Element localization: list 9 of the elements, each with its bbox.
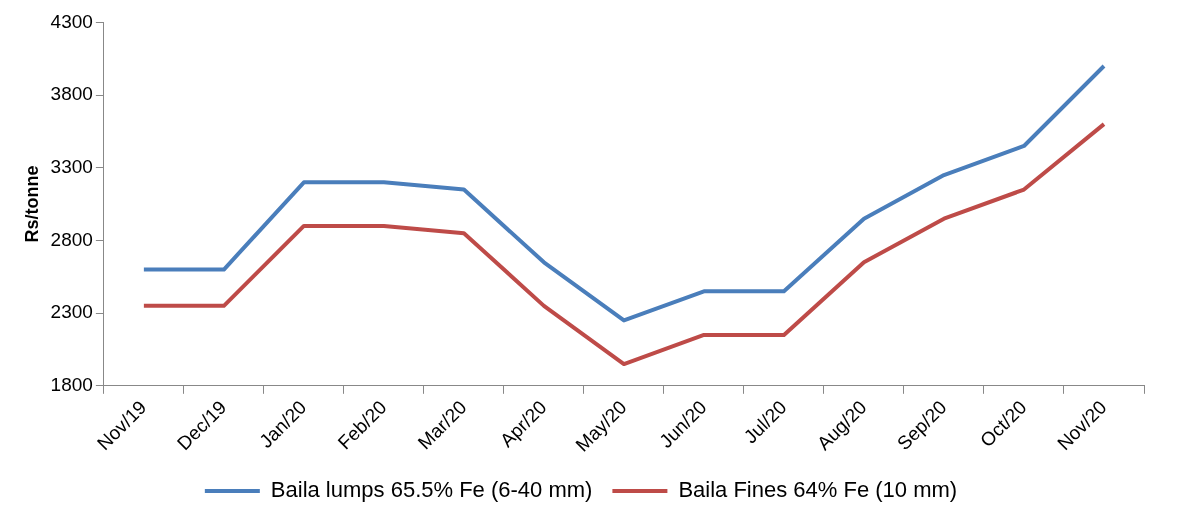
y-tick-label: 3800: [50, 83, 93, 105]
y-tick-label: 4300: [50, 10, 93, 32]
y-tick-label: 3300: [50, 156, 93, 177]
y-tick-label: 2300: [50, 301, 93, 323]
y-tick-label: 1800: [50, 374, 93, 396]
legend-label: Baila lumps 65.5% Fe (6-40 mm): [270, 477, 593, 503]
y-axis-title: Rs/tonne: [21, 165, 42, 243]
legend-label: Baila Fines 64% Fe (10 mm): [678, 477, 958, 503]
y-tick-label: 2800: [50, 228, 93, 250]
